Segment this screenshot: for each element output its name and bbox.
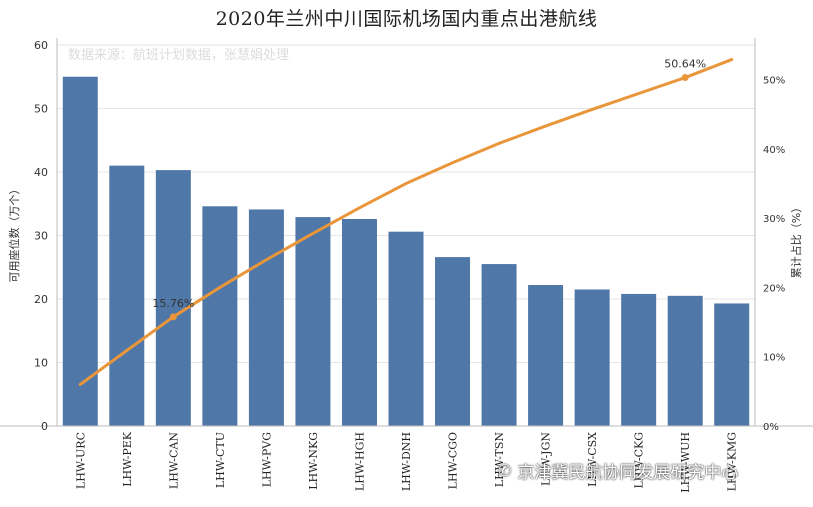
point-label: 15.76% <box>152 297 194 310</box>
category-label: LHW-TSN <box>493 432 506 488</box>
y-tick-label: 60 <box>34 39 48 52</box>
axes <box>0 38 813 427</box>
bar-lhw-csx <box>574 289 610 426</box>
category-label: LHW-PEK <box>121 431 134 487</box>
bar-lhw-ckg <box>621 293 657 426</box>
line-point <box>169 313 177 321</box>
watermark-text: 京津冀民航协同发展研究中心 <box>517 463 739 483</box>
y-tick-label: 50 <box>34 103 48 116</box>
bar-lhw-wuh <box>667 295 703 426</box>
wechat-icon: ✆ <box>498 461 512 480</box>
left-axis-title: 可用座位数（万个） <box>7 184 21 283</box>
y2-tick-label: 20% <box>763 283 785 294</box>
category-label: LHW-CAN <box>167 432 180 489</box>
bar-lhw-kmg <box>714 303 750 426</box>
category-label: LHW-PVG <box>260 432 273 487</box>
bar-lhw-cgo <box>435 257 471 426</box>
y-tick-label: 20 <box>34 293 48 306</box>
category-label: LHW-KMG <box>726 432 739 491</box>
category-label: LHW-DNH <box>400 432 413 491</box>
category-label: LHW-URC <box>74 432 87 489</box>
y2-tick-label: 40% <box>763 145 785 156</box>
bar-lhw-hgh <box>341 218 377 426</box>
bar-lhw-dnh <box>388 231 424 426</box>
cumulative-line-series: 15.76% 50.64% <box>78 58 734 386</box>
left-axis-ticks: 0 10 20 30 40 50 60 <box>34 39 48 433</box>
category-label: LHW-CSX <box>586 432 599 487</box>
y-tick-label: 10 <box>34 357 48 370</box>
right-axis-title: 累计占比（%） <box>789 202 803 278</box>
y2-tick-label: 0% <box>763 422 779 433</box>
chart-title: 2020年兰州中川国际机场国内重点出港航线 <box>215 8 598 30</box>
y-tick-label: 30 <box>34 230 48 243</box>
category-label: LHW-JGN <box>540 432 553 486</box>
y2-tick-label: 30% <box>763 214 785 225</box>
bar-lhw-can <box>155 170 191 426</box>
bar-lhw-pek <box>109 165 145 426</box>
bar-series <box>62 76 750 426</box>
source-note: 数据来源：航班计划数据，张慧娟处理 <box>68 48 290 63</box>
category-labels: LHW-URC LHW-PEK LHW-CAN LHW-CTU LHW-PVG LHW-N… <box>74 431 738 492</box>
category-label: LHW-HGH <box>353 432 366 491</box>
y-tick-label: 40 <box>34 166 48 179</box>
category-label: LHW-CTU <box>214 432 227 488</box>
y2-tick-label: 50% <box>763 76 785 87</box>
bar-lhw-jgn <box>528 285 564 426</box>
category-label: LHW-CGO <box>447 432 460 489</box>
bar-lhw-ctu <box>202 206 238 426</box>
category-label: LHW-CKG <box>633 432 646 489</box>
category-label: LHW-NKG <box>307 432 320 490</box>
point-label: 50.64% <box>664 58 706 71</box>
bar-lhw-urc <box>62 76 98 426</box>
cumulative-line <box>78 58 734 386</box>
y-tick-label: 0 <box>41 420 48 433</box>
category-label: LHW-WUH <box>679 432 692 493</box>
bar-lhw-nkg <box>295 217 331 426</box>
bar-lhw-pvg <box>248 209 284 426</box>
watermark: ✆ 京津冀民航协同发展研究中心 <box>498 458 738 483</box>
y2-tick-label: 10% <box>763 353 785 364</box>
bar-lhw-tsn <box>481 264 517 426</box>
right-axis-ticks: 0% 10% 20% 30% 40% 50% <box>763 76 785 433</box>
line-point <box>681 74 689 82</box>
